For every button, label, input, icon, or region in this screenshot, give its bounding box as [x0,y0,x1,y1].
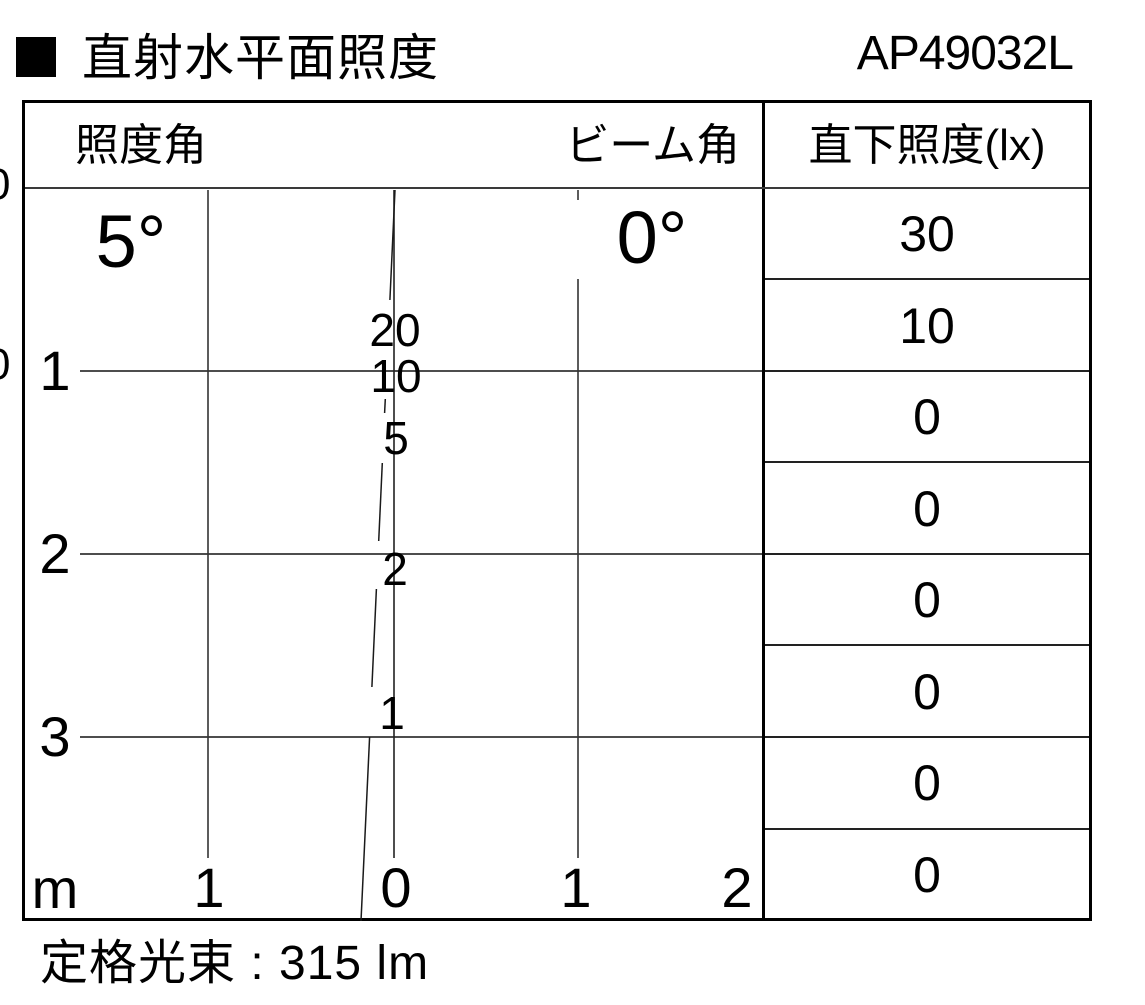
contour-label-5lx: 5 [383,412,409,464]
x-tick-0: 0 [380,856,412,919]
row-separator [765,370,1089,372]
direct-illuminance-value-row: 0 [913,754,941,811]
direct-illuminance-header: 直下照度(lx) [808,121,1046,170]
direct-illuminance-value-row: 10 [899,297,955,354]
table-frame [22,100,1092,921]
cropped-axis-digit: 0 [0,342,12,388]
contour-label-2lx: 2 [382,543,408,595]
contour-label-20lx: 20 [369,304,421,356]
row-separator [765,278,1089,280]
table-header-separator [25,187,1089,189]
x-tick-right-2: 2 [721,856,753,919]
product-code: AP49032L [856,27,1074,80]
cropped-digit-glyph: 0 [0,342,10,388]
illuminance-angle-value: 5° [95,200,167,283]
direct-illuminance-value-row: 0 [913,663,941,720]
row-separator [765,736,1089,738]
direct-illuminance-value-row: 0 [913,388,941,445]
beam-angle-value: 0° [616,196,688,279]
page-title: 直射水平面照度 [82,30,439,86]
x-tick-left-1: 1 [193,856,225,919]
x-tick-right-1: 1 [560,856,592,919]
row-separator [765,553,1089,555]
contour-label-10lx: 10 [370,350,422,402]
row-separator [765,828,1089,830]
contour-label-1lx: 1 [379,687,405,739]
y-tick-3m: 3 [39,705,71,768]
row-separator [765,644,1089,646]
cropped-digit-glyph: 0 [0,162,10,208]
beam-angle-header: ビーム角 [565,121,740,170]
direct-illuminance-value-row: 30 [899,205,955,262]
cropped-axis-digit: 0 [0,162,12,208]
axis-unit-label: m [31,857,79,920]
table-column-divider [762,103,765,921]
illuminance-cone-line [360,189,396,922]
direct-illuminance-value-row: 0 [913,846,941,903]
rated-luminous-flux: 定格光束 : 315 lm [40,937,430,990]
y-tick-1m: 1 [39,339,71,402]
title-bullet-square [16,37,56,77]
y-tick-2m: 2 [39,522,71,585]
direct-illuminance-value-row: 0 [913,571,941,628]
illuminance-angle-header: 照度角 [75,121,207,170]
row-separator [765,461,1089,463]
direct-illuminance-value-row: 0 [913,480,941,537]
